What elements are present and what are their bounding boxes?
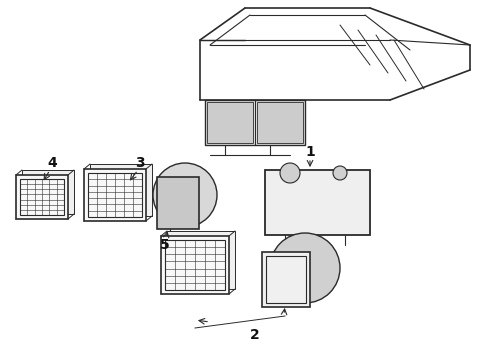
Text: 2: 2	[250, 328, 260, 342]
Polygon shape	[90, 164, 152, 216]
Circle shape	[333, 166, 347, 180]
Text: 3: 3	[135, 156, 145, 170]
Bar	[265, 170, 370, 235]
Text: 5: 5	[160, 238, 170, 252]
Bar	[157, 177, 199, 229]
Circle shape	[153, 163, 217, 227]
Circle shape	[280, 163, 300, 183]
Bar	[165, 240, 225, 290]
Bar	[205, 100, 305, 145]
Circle shape	[270, 233, 340, 303]
Bar	[20, 179, 64, 215]
Bar	[207, 102, 253, 143]
Polygon shape	[22, 170, 74, 214]
Polygon shape	[167, 231, 235, 289]
Text: 1: 1	[305, 145, 315, 159]
Bar	[16, 175, 68, 219]
Bar	[84, 169, 146, 221]
Bar	[266, 256, 306, 303]
Bar	[257, 102, 303, 143]
Text: 4: 4	[47, 156, 57, 170]
Bar	[88, 173, 142, 217]
Bar	[262, 252, 310, 307]
Bar	[161, 236, 229, 294]
